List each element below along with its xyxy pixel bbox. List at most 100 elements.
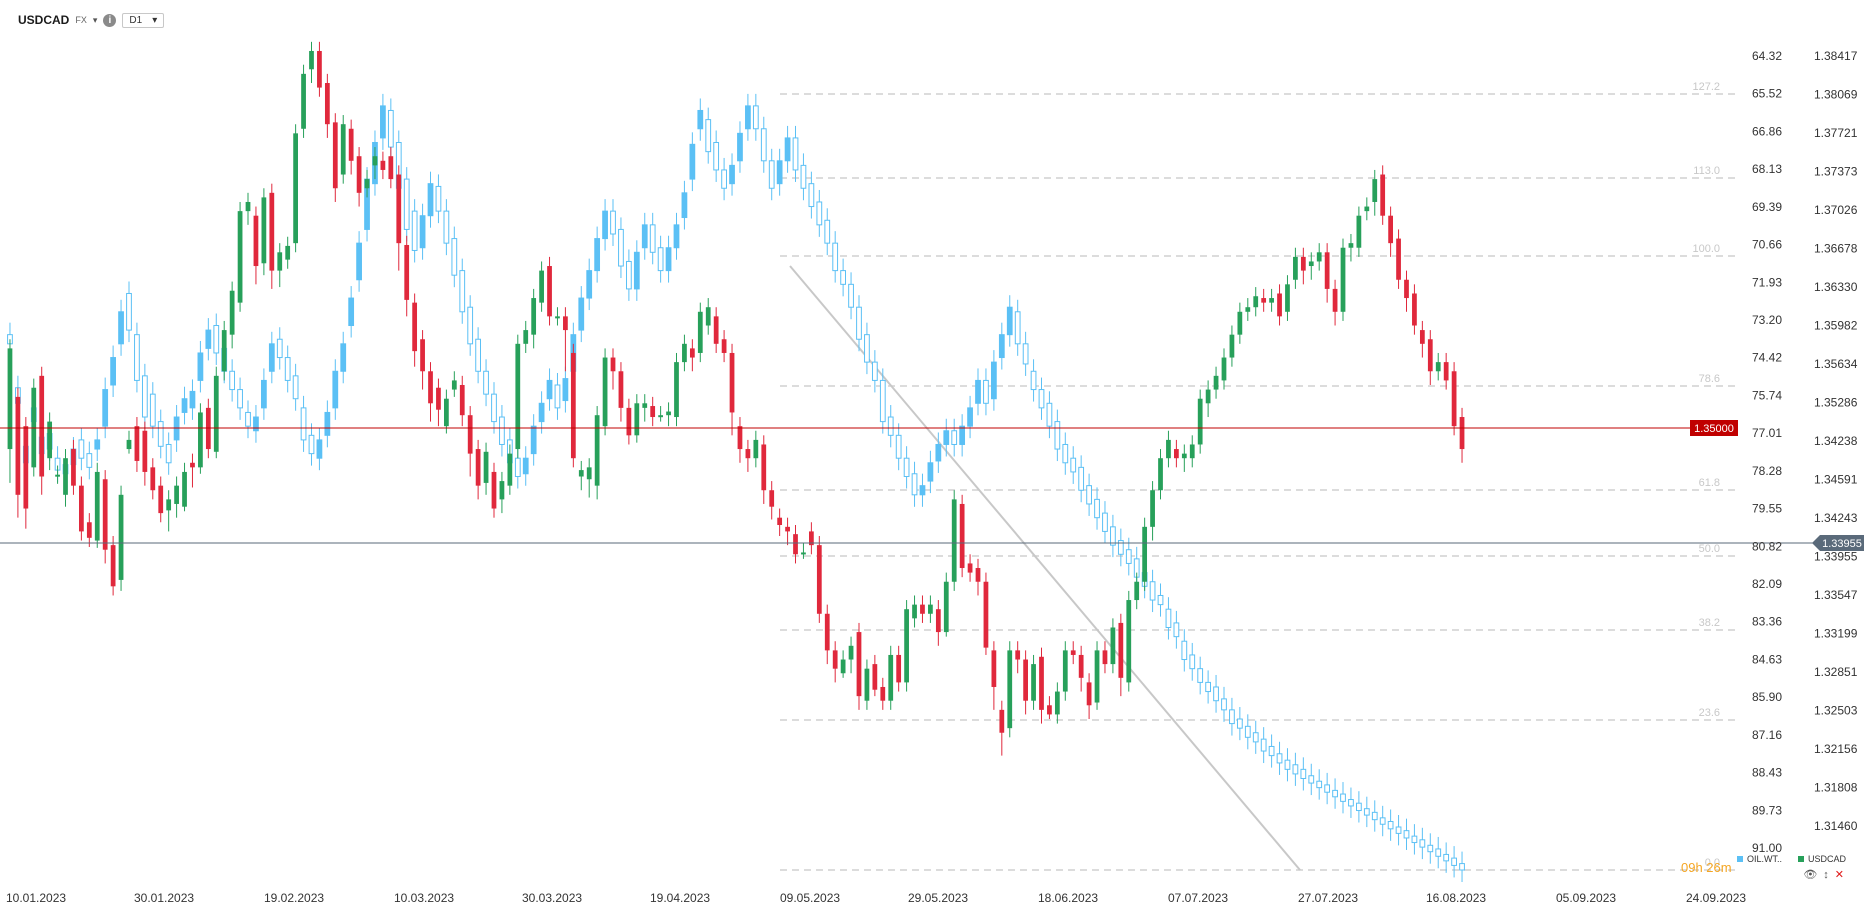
usdcad-candle xyxy=(213,375,219,452)
oil-candle xyxy=(1332,789,1338,798)
left-axis-label: 89.73 xyxy=(1752,803,1782,817)
usdcad-candle xyxy=(658,415,663,418)
usdcad-candle xyxy=(967,563,973,573)
left-axis-label: 70.66 xyxy=(1752,238,1782,252)
timeframe-select[interactable]: D1 ▾ xyxy=(122,12,165,28)
usdcad-candle xyxy=(555,316,560,319)
oil-candle xyxy=(443,210,450,244)
usdcad-candle xyxy=(1086,682,1092,706)
usdcad-candle xyxy=(404,244,410,300)
usdcad-candle xyxy=(634,403,640,436)
usdcad-candle xyxy=(1015,650,1021,660)
legend-oil[interactable]: OIL.WT.. xyxy=(1736,854,1782,864)
oil-candle xyxy=(514,457,521,478)
usdcad-candle xyxy=(1340,247,1346,312)
oil-candle xyxy=(768,160,775,189)
oil-candle xyxy=(134,334,140,381)
usdcad-candle xyxy=(356,156,362,193)
x-axis-label: 30.03.2023 xyxy=(522,891,582,905)
usdcad-candle xyxy=(134,426,140,461)
usdcad-candle xyxy=(959,503,965,569)
oil-candle xyxy=(213,325,220,354)
oil-candle xyxy=(626,260,632,290)
oil-candle xyxy=(1181,640,1188,661)
oil-candle xyxy=(618,228,624,267)
oil-candle xyxy=(261,379,267,409)
instrument-type: FX xyxy=(75,15,87,25)
usdcad-candle xyxy=(1348,243,1354,248)
oil-candle xyxy=(1197,668,1204,683)
oil-candle xyxy=(903,457,910,478)
usdcad-candle xyxy=(856,632,862,697)
oil-candle xyxy=(864,334,870,363)
usdcad-candle xyxy=(1459,417,1465,450)
close-icon[interactable]: ✕ xyxy=(1834,869,1844,881)
x-axis-label: 10.01.2023 xyxy=(6,891,66,905)
left-axis-label: 69.39 xyxy=(1752,200,1782,214)
usdcad-candle xyxy=(1356,215,1362,248)
usdcad-candle xyxy=(1372,179,1378,202)
fib-label: 78.6 xyxy=(1699,373,1720,385)
oil-candle xyxy=(308,434,315,455)
symbol-label[interactable]: USDCAD xyxy=(18,13,70,27)
legend-usdcad[interactable]: USDCAD xyxy=(1797,854,1846,864)
chevron-down-icon[interactable]: ▾ xyxy=(92,14,98,25)
sort-icon[interactable]: ↕ xyxy=(1823,868,1829,881)
oil-candle xyxy=(1165,608,1172,628)
right-axis-label: 1.31808 xyxy=(1814,781,1858,795)
oil-candle xyxy=(1451,857,1457,866)
usdcad-candle xyxy=(269,192,275,271)
right-axis-label: 1.35982 xyxy=(1814,319,1858,333)
usdcad-candle xyxy=(436,387,441,410)
usdcad-candle xyxy=(1054,691,1060,715)
oil-candle xyxy=(1086,485,1092,505)
usdcad-candle xyxy=(1039,656,1044,710)
usdcad-candle xyxy=(618,371,624,408)
oil-candle xyxy=(284,357,291,381)
usdcad-candle xyxy=(1023,659,1028,701)
oil-candle xyxy=(118,311,124,345)
oil-candle xyxy=(951,430,958,445)
usdcad-candle xyxy=(880,686,886,701)
usdcad-candle xyxy=(943,581,949,633)
left-axis-label: 77.01 xyxy=(1752,426,1782,440)
usdcad-candle xyxy=(1047,705,1052,715)
fib-label: 113.0 xyxy=(1693,165,1720,177)
right-axis-label: 1.37373 xyxy=(1814,165,1858,179)
current-price-tag xyxy=(1812,535,1864,551)
usdcad-candle xyxy=(626,407,632,436)
oil-candle xyxy=(205,329,212,349)
usdcad-candles xyxy=(7,41,1465,756)
usdcad-candle xyxy=(1435,362,1441,372)
right-axis-label: 1.32503 xyxy=(1814,704,1858,718)
info-icon[interactable]: i xyxy=(103,13,117,27)
usdcad-candle xyxy=(594,415,600,486)
usdcad-candle xyxy=(1110,627,1116,665)
usdcad-candle xyxy=(666,411,671,416)
time-axis: 10.01.2023 30.01.2023 19.02.2023 10.03.2023… xyxy=(6,891,1746,905)
usdcad-candle xyxy=(1078,654,1084,678)
usdcad-candle xyxy=(86,522,92,538)
usdcad-candle xyxy=(388,156,394,180)
oil-candle xyxy=(1173,622,1180,638)
usdcad-candle xyxy=(301,73,306,129)
usdcad-candle xyxy=(1332,288,1338,312)
oil-candle xyxy=(189,390,196,409)
usdcad-candle xyxy=(221,330,227,372)
oil-candle xyxy=(435,185,442,212)
left-axis-label: 84.63 xyxy=(1752,652,1782,666)
oil-candle xyxy=(459,270,466,313)
usdcad-candle xyxy=(1205,389,1211,404)
usdcad-candle xyxy=(1134,581,1140,601)
series-legend: OIL.WT.. USDCAD xyxy=(1736,854,1846,864)
oil-candle xyxy=(411,210,418,251)
usdcad-candle xyxy=(1213,375,1219,390)
oil-candle xyxy=(1260,738,1267,752)
oil-candle xyxy=(697,109,704,130)
x-axis-label: 07.07.2023 xyxy=(1168,891,1228,905)
left-axis-label: 68.13 xyxy=(1752,162,1782,176)
right-axis-label: 1.32156 xyxy=(1814,742,1858,756)
eye-icon[interactable]: 👁 xyxy=(1803,869,1818,881)
horizontal-lines: 1.35000 1.33955 xyxy=(0,420,1864,551)
